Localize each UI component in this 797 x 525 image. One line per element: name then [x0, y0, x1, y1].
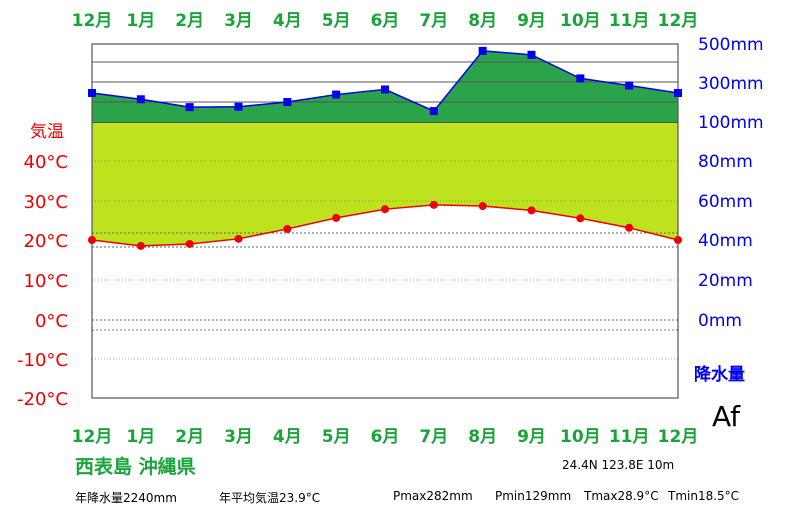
- precipitation-tick-label: 0mm: [698, 311, 742, 331]
- annual-mean-temperature: 年平均気温23.9°C: [219, 491, 321, 505]
- month-label-bottom: 3月: [224, 427, 253, 447]
- precipitation-point: [136, 95, 145, 104]
- month-label-bottom: 6月: [371, 427, 400, 447]
- month-label-bottom: 11月: [609, 427, 650, 447]
- precipitation-point: [527, 50, 536, 59]
- temperature-axis: 40°C 30°C 20°C 10°C 0°C -10°C -20°C: [17, 152, 68, 410]
- temperature-point: [527, 206, 536, 215]
- precipitation-tick-label: 300mm: [698, 74, 764, 94]
- precipitation-point: [625, 81, 634, 90]
- precipitation-point: [478, 46, 487, 55]
- precipitation-tick-label: 20mm: [698, 271, 753, 291]
- month-label-top: 4月: [273, 11, 302, 31]
- month-axis-bottom: 12月 1月 2月 3月 4月 5月 6月 7月 8月 9月 10月 11月 12月: [72, 427, 699, 447]
- precipitation-tick-label: 100mm: [698, 113, 764, 133]
- temperature-point: [185, 239, 194, 248]
- temperature-point: [283, 224, 292, 233]
- arid-area: [92, 122, 678, 246]
- chart-fills: [92, 50, 678, 246]
- temperature-tick-label: 0°C: [35, 311, 68, 332]
- month-label-bottom: 5月: [322, 427, 351, 447]
- precipitation-tick-label: 60mm: [698, 192, 753, 212]
- precipitation-tick-label: 80mm: [698, 152, 753, 172]
- month-label-top: 12月: [72, 11, 113, 31]
- temperature-point: [332, 213, 341, 222]
- month-label-top: 6月: [371, 11, 400, 31]
- temperature-point: [381, 205, 389, 214]
- month-label-bottom: 1月: [126, 427, 155, 447]
- temperature-point: [674, 236, 682, 244]
- precipitation-point: [283, 98, 292, 107]
- month-label-top: 10月: [560, 11, 601, 31]
- station-name: 西表島 沖縄県: [75, 456, 196, 478]
- precipitation-point: [234, 102, 243, 111]
- month-label-top: 12月: [658, 11, 699, 31]
- wet-area: [92, 50, 678, 123]
- climate-classification: Af: [712, 400, 741, 433]
- month-label-bottom: 10月: [560, 427, 601, 447]
- chart-grid: [91, 43, 679, 399]
- precipitation-max: Pmax282mm: [393, 489, 473, 503]
- precipitation-point: [674, 88, 682, 97]
- temperature-axis-title: 気温: [30, 122, 64, 142]
- month-label-top: 2月: [175, 11, 204, 31]
- month-label-bottom: 7月: [419, 427, 448, 447]
- chart-markers: [88, 46, 682, 250]
- month-label-bottom: 12月: [658, 427, 699, 447]
- precipitation-point: [88, 88, 96, 97]
- temperature-tick-label: 30°C: [24, 192, 68, 213]
- precipitation-point: [576, 74, 585, 83]
- month-label-top: 7月: [419, 11, 448, 31]
- temperature-point: [136, 241, 145, 250]
- precipitation-min: Pmin129mm: [495, 489, 572, 503]
- temperature-point: [625, 223, 634, 232]
- precipitation-tick-label: 500mm: [698, 35, 764, 55]
- temperature-tick-label: 40°C: [24, 152, 68, 173]
- temperature-point: [88, 236, 96, 244]
- precipitation-point: [429, 107, 438, 116]
- month-label-top: 8月: [468, 11, 497, 31]
- precipitation-axis-title: 降水量: [694, 365, 745, 385]
- temperature-point: [234, 234, 243, 243]
- temperature-tick-label: 20°C: [24, 231, 68, 252]
- month-label-top: 1月: [126, 11, 155, 31]
- annual-precipitation: 年降水量2240mm: [75, 491, 177, 505]
- month-label-bottom: 8月: [468, 427, 497, 447]
- temperature-max: Tmax28.9°C: [584, 489, 659, 503]
- month-label-bottom: 12月: [72, 427, 113, 447]
- month-label-top: 5月: [322, 11, 351, 31]
- plot-frame: [91, 43, 679, 399]
- precipitation-axis: 500mm 300mm 100mm 80mm 60mm 40mm 20mm 0mm: [698, 35, 764, 331]
- temperature-min: Tmin18.5°C: [668, 489, 740, 503]
- month-label-bottom: 4月: [273, 427, 302, 447]
- month-label-top: 11月: [609, 11, 650, 31]
- temperature-point: [429, 200, 438, 209]
- station-coordinates: 24.4N 123.8E 10m: [562, 458, 675, 472]
- month-label-bottom: 2月: [175, 427, 204, 447]
- precipitation-point: [185, 103, 194, 112]
- month-label-bottom: 9月: [517, 427, 546, 447]
- month-label-top: 9月: [517, 11, 546, 31]
- precipitation-tick-label: 40mm: [698, 231, 753, 251]
- temperature-tick-label: -20°C: [17, 389, 68, 410]
- month-label-top: 3月: [224, 11, 253, 31]
- temperature-point: [576, 214, 585, 223]
- temperature-tick-label: 10°C: [24, 271, 68, 292]
- precipitation-point: [332, 90, 341, 99]
- month-axis-top: 12月 1月 2月 3月 4月 5月 6月 7月 8月 9月 10月 11月 12月: [72, 11, 699, 31]
- temperature-point: [478, 202, 487, 211]
- temperature-tick-label: -10°C: [17, 350, 68, 371]
- precipitation-point: [381, 85, 389, 94]
